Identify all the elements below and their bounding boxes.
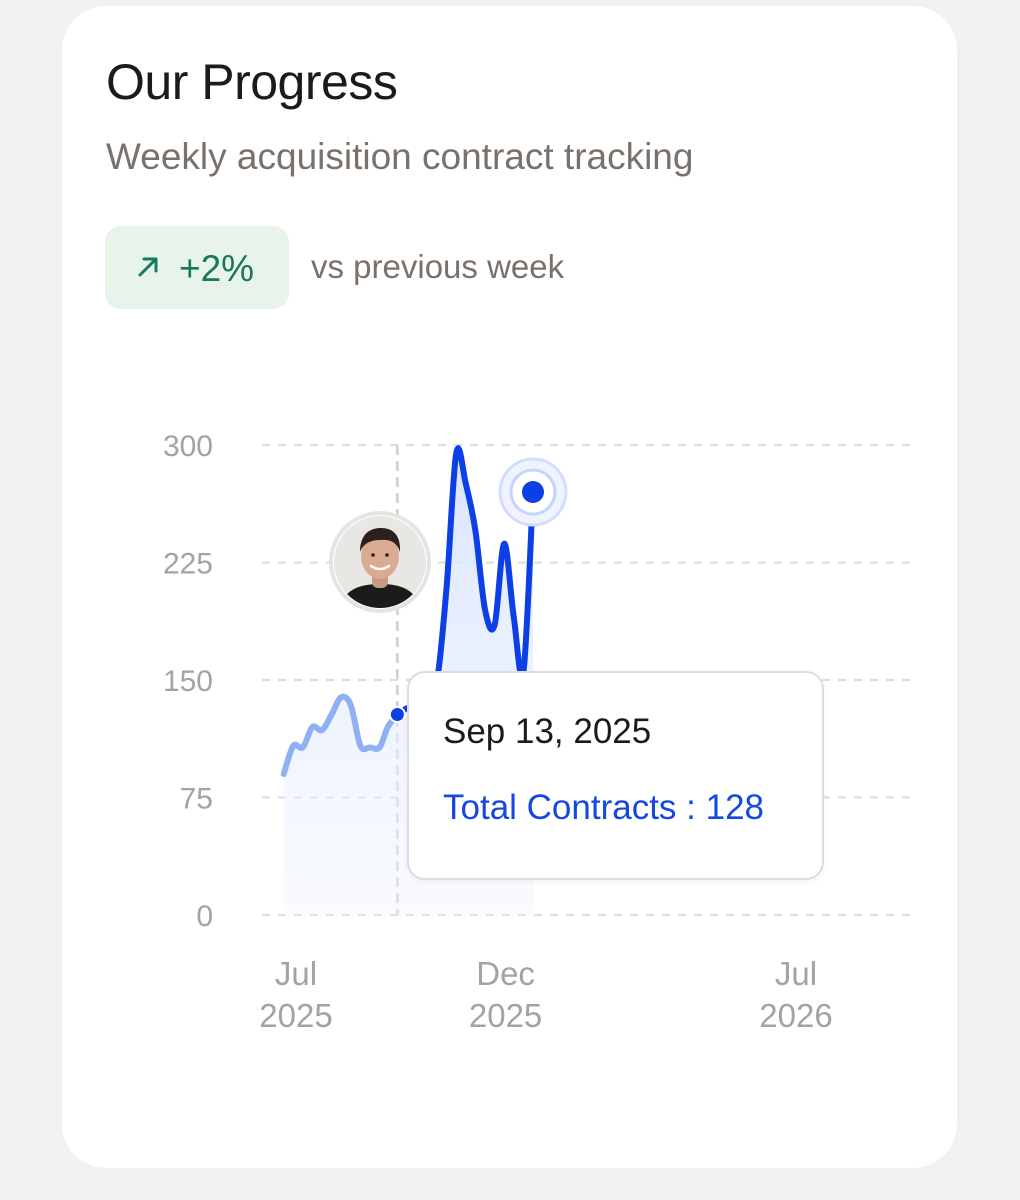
y-tick-label: 150	[163, 665, 213, 698]
data-point	[281, 771, 287, 777]
highlight-point	[388, 705, 406, 723]
x-tick-label: Jul	[275, 955, 317, 992]
data-point	[463, 481, 469, 487]
tooltip-separator: :	[676, 788, 706, 827]
contracts-chart[interactable]: 0 75 150 225 300 Jul 2025 Dec 2025 Jul 2026	[0, 0, 1020, 1080]
data-point	[453, 450, 459, 456]
data-point	[357, 743, 363, 749]
data-point	[348, 702, 354, 708]
data-point	[511, 614, 517, 620]
comparison-label: vs previous week	[311, 248, 565, 285]
card-title: Our Progress	[106, 54, 398, 110]
x-tick-label: Dec	[476, 955, 535, 992]
data-point	[309, 724, 315, 730]
x-tick-label: 2025	[259, 997, 332, 1034]
data-point	[377, 744, 383, 750]
person-avatar-icon	[329, 511, 431, 613]
change-badge: +2%	[105, 226, 289, 309]
data-point	[473, 528, 479, 534]
data-point	[290, 743, 296, 749]
y-tick-label: 225	[163, 548, 213, 581]
x-tick-label: 2025	[469, 997, 542, 1034]
card-subtitle: Weekly acquisition contract tracking	[106, 136, 694, 177]
data-point	[482, 607, 488, 613]
y-tick-label: 300	[163, 430, 213, 463]
data-point	[300, 744, 306, 750]
last-point	[521, 481, 544, 503]
tooltip-series-label: Total Contracts	[443, 788, 677, 827]
data-point	[367, 744, 373, 750]
arrow-up-right-icon	[138, 257, 158, 277]
tooltip-value: 128	[705, 788, 765, 827]
data-point	[444, 583, 450, 589]
series-line-past	[280, 693, 401, 777]
data-point	[385, 724, 391, 730]
tooltip-value-row: Total Contracts : 128	[443, 787, 764, 829]
avatar	[328, 510, 432, 614]
change-value: +2%	[179, 248, 255, 289]
x-tick-label: 2026	[759, 997, 832, 1034]
data-point	[338, 694, 344, 700]
data-point	[501, 541, 507, 547]
tooltip-date: Sep 13, 2025	[443, 712, 652, 751]
chart-tooltip: Sep 13, 2025 Total Contracts : 128	[407, 671, 824, 880]
y-tick-label: 0	[196, 900, 213, 933]
y-tick-label: 75	[180, 783, 213, 816]
data-point	[492, 622, 498, 628]
data-point	[329, 712, 335, 718]
x-tick-label: Jul	[775, 955, 817, 992]
data-point	[319, 727, 325, 733]
